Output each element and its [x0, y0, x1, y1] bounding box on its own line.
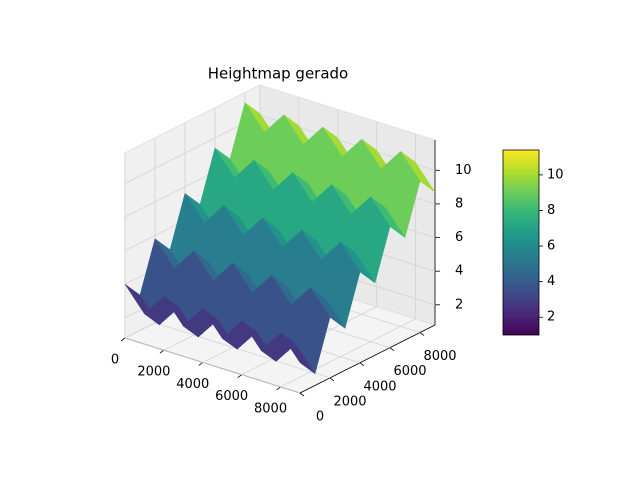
- colorbar-tick-label: 4: [547, 274, 555, 289]
- tick-mark: [198, 362, 204, 366]
- x-tick-label: 6000: [215, 389, 248, 404]
- z-tick-label: 2: [455, 297, 463, 312]
- z-tick-label: 6: [455, 230, 463, 245]
- surface: [124, 101, 436, 375]
- tick-mark: [299, 392, 305, 397]
- chart-title: Heightmap gerado: [208, 65, 349, 83]
- y-tick-label: 4000: [363, 379, 396, 394]
- tick-mark: [237, 374, 242, 378]
- x-tick-label: 0: [111, 353, 119, 368]
- colorbar-tick-label: 8: [547, 203, 555, 218]
- colorbar-tick-label: 6: [547, 239, 555, 254]
- colorbar-tick-label: 10: [547, 167, 564, 182]
- tick-mark: [359, 362, 365, 367]
- y-tick-label: 0: [316, 410, 324, 425]
- x-tick-label: 2000: [137, 365, 170, 380]
- grid-line: [154, 322, 331, 379]
- colorbar: [502, 149, 540, 336]
- grid-line: [124, 114, 261, 184]
- z-tick-label: 4: [455, 264, 463, 279]
- tick-mark: [389, 347, 395, 351]
- y-axis-line: [299, 324, 436, 394]
- grid-line: [280, 318, 416, 388]
- z-tick-label: 8: [455, 196, 463, 211]
- x-tick-label: 8000: [254, 401, 287, 416]
- y-tick-label: 6000: [393, 364, 426, 379]
- tick-mark: [419, 332, 425, 336]
- grid-line: [124, 337, 301, 394]
- surface-cell: [280, 332, 316, 374]
- y-tick-label: 2000: [333, 394, 366, 409]
- tick-mark: [276, 386, 281, 391]
- tick-mark: [120, 337, 126, 342]
- x-tick-label: 4000: [176, 377, 209, 392]
- colorbar-tick-label: 2: [547, 310, 555, 325]
- y-tick-label: 8000: [423, 349, 456, 364]
- tick-mark: [159, 349, 165, 354]
- tick-mark: [329, 377, 335, 382]
- z-tick-label: 10: [455, 163, 472, 178]
